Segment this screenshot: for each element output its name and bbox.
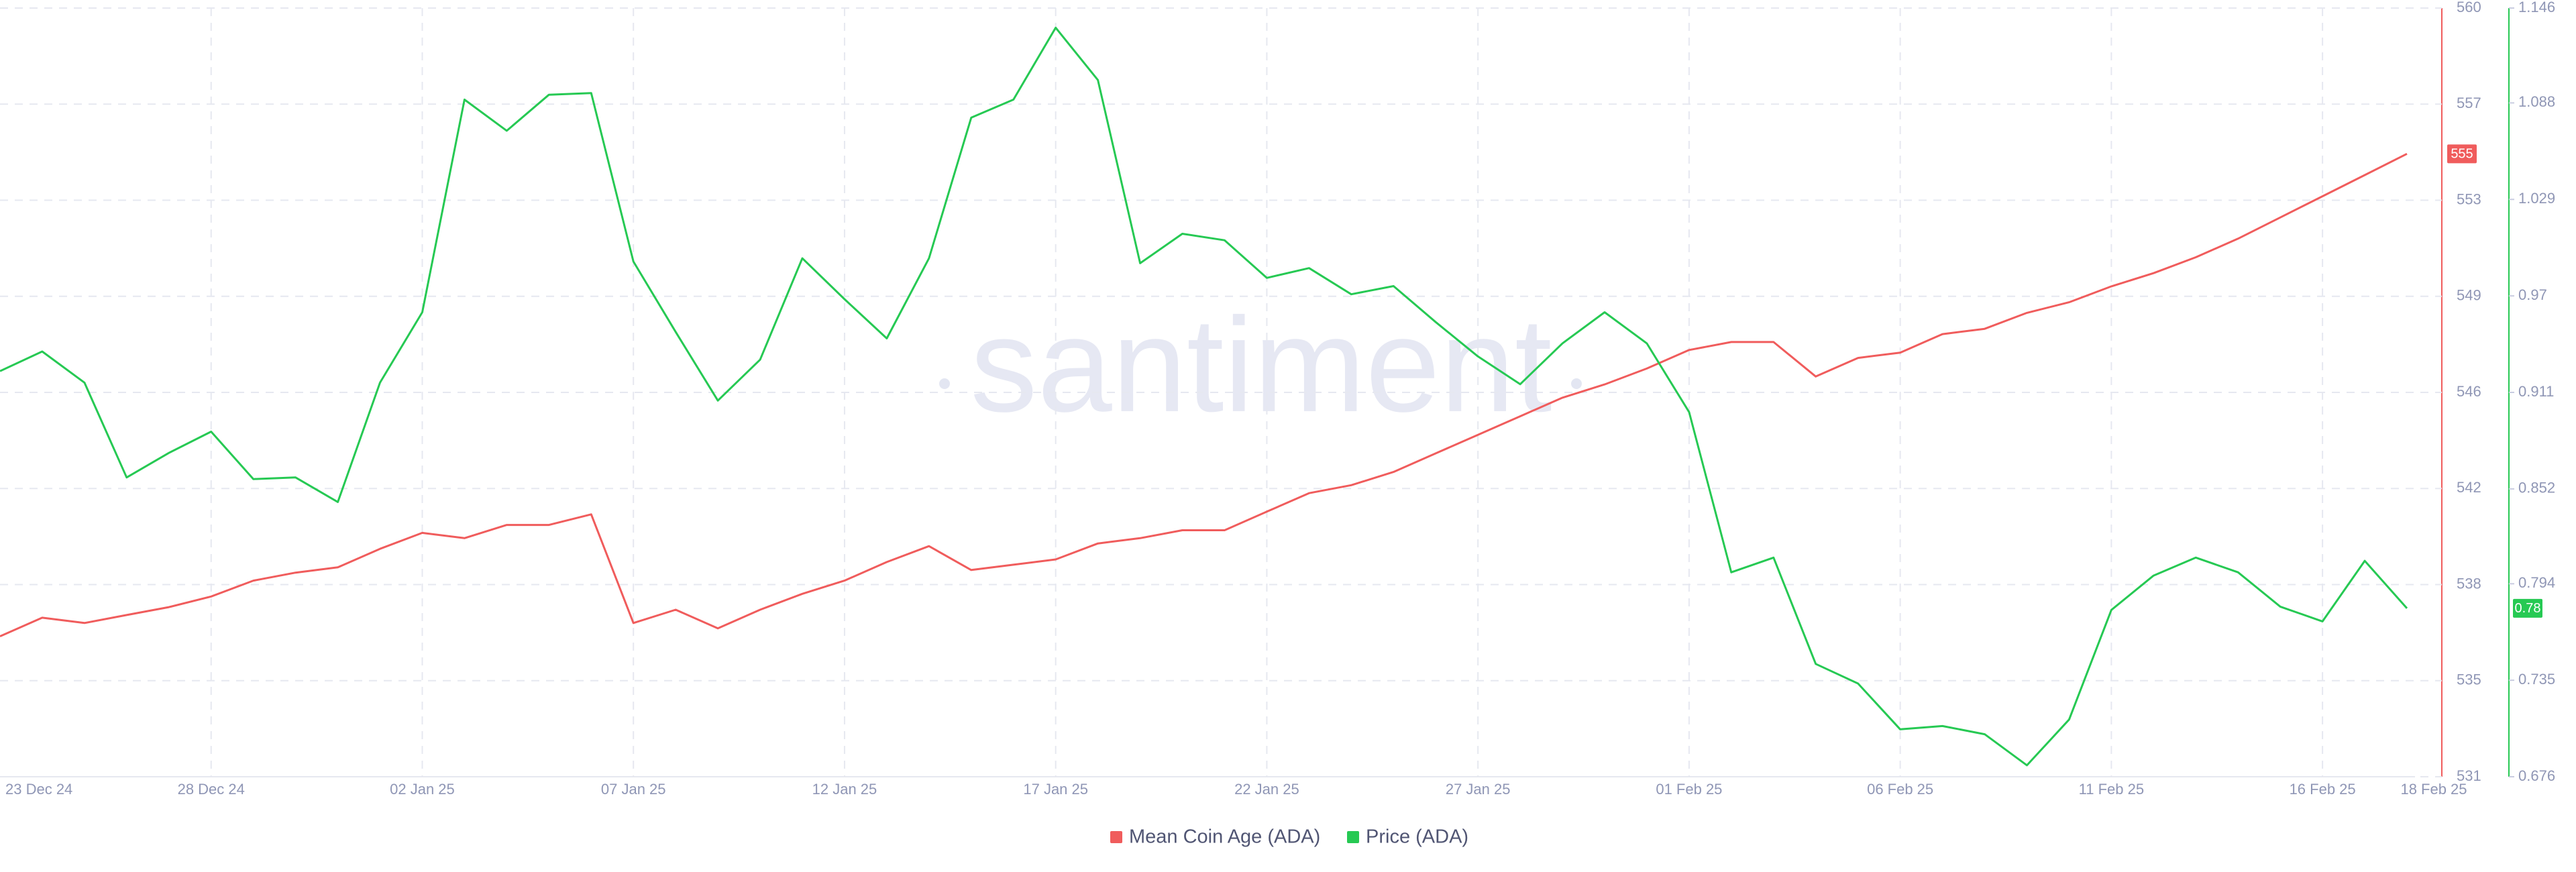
y2-tick-label: 0.676 xyxy=(2518,767,2555,784)
badge-text: 555 xyxy=(2451,147,2473,162)
y2-tick-label: 1.029 xyxy=(2518,190,2555,207)
legend-swatch xyxy=(1110,831,1122,843)
x-tick-label: 07 Jan 25 xyxy=(601,781,666,798)
y2-tick-label: 0.97 xyxy=(2518,286,2547,303)
legend-label: Price (ADA) xyxy=(1366,826,1468,848)
y2-tick-label: 1.146 xyxy=(2518,0,2555,15)
x-tick-label: 22 Jan 25 xyxy=(1234,781,1299,798)
watermark-group: santiment xyxy=(939,290,1582,440)
y-tick-label: 531 xyxy=(2457,767,2481,784)
x-tick-label: 18 Feb 25 xyxy=(2400,781,2467,798)
x-tick-label: 12 Jan 25 xyxy=(812,781,877,798)
y2-tick-label: 0.911 xyxy=(2518,383,2554,400)
y-tick-label: 538 xyxy=(2457,575,2481,592)
y2-tick-label: 1.088 xyxy=(2518,93,2555,110)
badge-bg xyxy=(2513,598,2542,618)
x-tick-label: 27 Jan 25 xyxy=(1446,781,1511,798)
watermark-dot xyxy=(1571,378,1582,389)
x-tick-label: 28 Dec 24 xyxy=(178,781,245,798)
x-tick-label: 23 Dec 24 xyxy=(5,781,72,798)
watermark-dot xyxy=(939,378,950,389)
y-tick-label: 542 xyxy=(2457,479,2481,496)
y2-tick-label: 0.852 xyxy=(2518,480,2555,496)
y-tick-label: 549 xyxy=(2457,287,2481,304)
series-line xyxy=(0,26,2408,767)
x-tick-label: 11 Feb 25 xyxy=(2079,781,2144,798)
x-tick-label: 17 Jan 25 xyxy=(1023,781,1088,798)
y-tick-label: 553 xyxy=(2457,190,2481,207)
watermark: santiment xyxy=(970,290,1552,440)
last-value-badge: 0.78 xyxy=(2513,598,2542,618)
y-tick-label: 557 xyxy=(2457,95,2481,111)
last-value-badge: 555 xyxy=(2447,144,2477,164)
badge-text: 0.78 xyxy=(2515,601,2541,616)
badge-bg xyxy=(2447,144,2477,164)
x-tick-label: 16 Feb 25 xyxy=(2290,781,2356,798)
y-tick-label: 546 xyxy=(2457,383,2481,400)
series-line xyxy=(0,152,2408,637)
y-tick-label: 535 xyxy=(2457,671,2481,688)
legend-label: Mean Coin Age (ADA) xyxy=(1129,826,1320,848)
x-tick-label: 01 Feb 25 xyxy=(1656,781,1722,798)
x-tick-label: 02 Jan 25 xyxy=(390,781,455,798)
legend-swatch xyxy=(1347,831,1359,843)
y-tick-label: 560 xyxy=(2457,0,2481,15)
x-tick-label: 06 Feb 25 xyxy=(1867,781,1933,798)
y2-tick-label: 0.794 xyxy=(2518,574,2555,591)
y2-tick-label: 0.735 xyxy=(2518,671,2555,688)
